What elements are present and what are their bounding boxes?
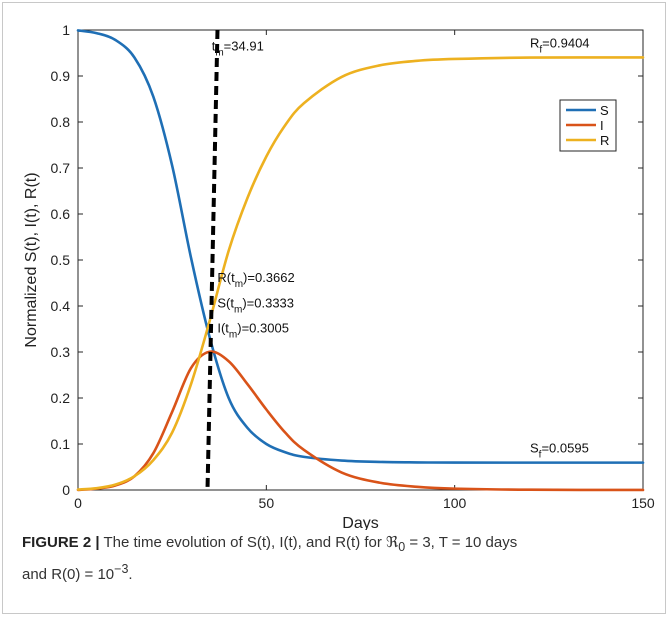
figure-caption: FIGURE 2 | The time evolution of S(t), I… — [22, 532, 652, 586]
caption-text-3: and R(0) = 10 — [22, 566, 115, 583]
x-axis-label: Days — [342, 515, 378, 530]
caption-text-1: The time evolution of S(t), I(t), and R(… — [99, 534, 387, 551]
caption-r0-sub: 0 — [398, 540, 406, 554]
legend-label-i: I — [600, 118, 604, 133]
annotation-tm: tm=34.91 — [212, 39, 264, 59]
y-tick-label: 0.7 — [51, 160, 71, 176]
series-line-r — [76, 56, 645, 491]
y-tick-label: 0.2 — [51, 390, 71, 406]
y-tick-label: 0.1 — [51, 436, 71, 452]
caption-exp: −3 — [114, 562, 129, 576]
x-tick-label: 0 — [74, 495, 82, 511]
y-axis-label: Normalized S(t), I(t), R(t) — [23, 172, 40, 347]
y-tick-label: 0.9 — [51, 68, 71, 84]
y-tick-label: 0.5 — [51, 252, 71, 268]
caption-lead: FIGURE 2 | — [22, 534, 100, 551]
tm-dashed-line — [205, 29, 220, 491]
annotations: tm=34.91 Rf=0.9404 Sf=0.0595 R(tm)=0.3662 S(… — [212, 35, 590, 460]
plot-area — [77, 29, 644, 491]
caption-r0: ℜ — [386, 534, 399, 551]
legend-label-s: S — [600, 103, 609, 118]
annotation-sf: Sf=0.0595 — [530, 440, 589, 460]
x-tick-label: 100 — [443, 495, 467, 511]
y-tick-label: 0.3 — [51, 344, 71, 360]
x-tick-label: 150 — [631, 495, 655, 511]
y-tick-label: 0 — [62, 482, 70, 498]
y-tick-label: 1 — [62, 22, 70, 38]
y-tick-label: 0.6 — [51, 206, 71, 222]
x-tick-label: 50 — [259, 495, 275, 511]
annotation-rf: Rf=0.9404 — [530, 35, 590, 55]
annotation-stm: S(tm)=0.3333 — [217, 295, 294, 315]
legend: SIR — [559, 99, 617, 152]
tm-marker — [205, 29, 220, 491]
chart: 0 50 100 150 0 0.1 0.2 0.3 0.4 0.5 0.6 0.7 0.8 0.9 1 t… — [23, 22, 655, 530]
axis-ticks: 0 50 100 150 0 0.1 0.2 0.3 0.4 0.5 0.6 0.7 0.8 0.9 1 — [51, 22, 655, 511]
annotation-itm: I(tm)=0.3005 — [217, 321, 289, 341]
series-line-s — [76, 29, 645, 464]
series-lines — [76, 29, 645, 492]
caption-text-2: = 3, T = 10 days — [405, 534, 518, 551]
y-tick-label: 0.4 — [51, 298, 71, 314]
legend-label-r: R — [600, 133, 609, 148]
caption-text-4: . — [128, 566, 133, 583]
annotation-rtm: R(tm)=0.3662 — [217, 270, 294, 290]
y-tick-label: 0.8 — [51, 114, 71, 130]
